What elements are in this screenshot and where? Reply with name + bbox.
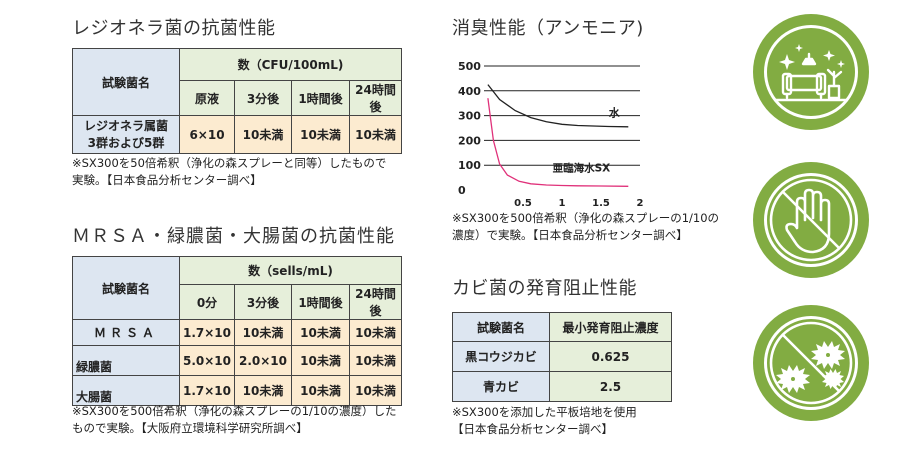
mold-note: ※SX300を添加した平板培地を使用 【日本食品分析センター調べ】 <box>452 404 637 438</box>
table-row: 黒コウジカビ 0.625 <box>452 341 672 372</box>
header-count: 数（CFU/100mL) <box>179 48 402 81</box>
y-tick-label: 0 <box>458 184 466 197</box>
row-name: 黒コウジカビ <box>452 341 550 372</box>
series-label: 水 <box>609 106 621 120</box>
cell-value: 1.7×10 <box>179 375 235 406</box>
living-room-glyph <box>773 44 849 102</box>
x-tick-label: 0.5 <box>514 198 532 209</box>
cell-value: 10未満 <box>349 115 402 154</box>
note-line: ※SX300を50倍希釈（浄化の森スプレーと同等）したもので <box>72 156 387 170</box>
row-name: ＭＲＳＡ <box>72 319 180 346</box>
note-line: もので実験。【大阪府立環境科学研究所調べ】 <box>72 421 308 435</box>
living-room-clean-icon <box>753 14 869 130</box>
header-concentration: 最小発育阻止濃度 <box>549 312 672 342</box>
row-name: 青カビ <box>452 371 550 402</box>
table-row: 緑膿菌 5.0×10 2.0×10 10未満 10未満 <box>72 345 402 376</box>
icon-ring <box>764 25 858 119</box>
cell-value: 10未満 <box>291 345 350 376</box>
note-line: 濃度）で実験。【日本食品分析センター調べ】 <box>452 228 688 242</box>
x-tick-label: 1 <box>559 198 566 209</box>
column-header: 3分後 <box>234 80 292 116</box>
header-bacteria: 試験菌名 <box>72 256 180 320</box>
x-tick-label: 1.5 <box>592 198 610 209</box>
note-line: 実験。【日本食品分析センター調べ】 <box>72 173 262 187</box>
row-name-line1: レジオネラ属菌 <box>83 118 168 133</box>
header-count: 数（sells/mL) <box>179 256 402 285</box>
cell-value: 10未満 <box>349 345 402 376</box>
mrsa-table: 試験菌名 数（sells/mL) 0分 3分後 1時間後 24時間後 ＭＲＳＡ … <box>72 256 402 406</box>
row-name: 大腸菌 <box>72 375 180 406</box>
mold-title: カビ菌の発育阻止性能 <box>452 278 637 299</box>
no-germs-icon <box>753 305 869 421</box>
header-bacteria: 試験菌名 <box>72 48 180 116</box>
cell-value: 10未満 <box>291 115 350 154</box>
series-label: 亜臨海水SX <box>553 161 611 174</box>
cell-value: 10未満 <box>234 115 292 154</box>
series-line <box>487 84 629 128</box>
cell-value: 5.0×10 <box>179 345 235 376</box>
column-header: 1時間後 <box>291 284 350 320</box>
mrsa-title: ＭＲＳＡ・緑膿菌・大腸菌の抗菌性能 <box>72 226 395 247</box>
table-row: レジオネラ属菌 3群および5群 6×10 10未満 10未満 10未満 <box>72 115 402 154</box>
cell-value: 2.5 <box>549 371 672 402</box>
cell-value: 10未満 <box>291 375 350 406</box>
mold-table: 試験菌名 最小発育阻止濃度 黒コウジカビ 0.625 青カビ 2.5 <box>452 312 672 402</box>
column-header: 原液 <box>179 80 235 116</box>
series-line <box>487 98 629 187</box>
icon-ring <box>764 173 858 267</box>
no-touch-hand-icon <box>753 162 869 278</box>
deodor-note: ※SX300を500倍希釈（浄化の森スプレーの1/10の 濃度）で実験。【日本食… <box>452 210 719 244</box>
cell-value: 0.625 <box>549 341 672 372</box>
cell-value: 10未満 <box>234 375 292 406</box>
column-header: 24時間後 <box>349 80 402 116</box>
table-row: 大腸菌 1.7×10 10未満 10未満 10未満 <box>72 375 402 406</box>
note-line: ※SX300を添加した平板培地を使用 <box>452 405 637 419</box>
note-line: 【日本食品分析センター調べ】 <box>452 422 613 436</box>
deodor-title: 消臭性能（アンモニア) <box>452 18 644 39</box>
header-bacteria: 試験菌名 <box>452 312 550 342</box>
note-line: ※SX300を500倍希釈（浄化の森スプレーの1/10の <box>452 211 720 225</box>
legionella-title: レジオネラ菌の抗菌性能 <box>72 18 276 39</box>
icon-ring <box>764 316 858 410</box>
row-name-line2: 3群および5群 <box>87 135 165 150</box>
cell-value: 10未満 <box>349 375 402 406</box>
cell-value: 2.0×10 <box>234 345 292 376</box>
y-tick-label: 400 <box>458 85 481 98</box>
row-name: 緑膿菌 <box>72 345 180 376</box>
row-name: レジオネラ属菌 3群および5群 <box>72 115 180 154</box>
cell-value: 6×10 <box>179 115 235 154</box>
y-tick-label: 200 <box>458 134 481 147</box>
cell-value: 10未満 <box>349 319 402 346</box>
mrsa-note: ※SX300を500倍希釈（浄化の森スプレーの1/10の濃度）した もので実験。… <box>72 403 397 437</box>
table-row: 青カビ 2.5 <box>452 371 672 402</box>
x-tick-label: 2 <box>637 198 644 209</box>
hand-glyph <box>769 178 853 262</box>
cell-value: 10未満 <box>291 319 350 346</box>
y-tick-label: 300 <box>458 110 481 123</box>
column-header: 0分 <box>179 284 235 320</box>
column-header: 24時間後 <box>349 284 402 320</box>
note-line: ※SX300を500倍希釈（浄化の森スプレーの1/10の濃度）した <box>72 404 397 418</box>
y-tick-label: 500 <box>458 60 481 73</box>
legionella-note: ※SX300を50倍希釈（浄化の森スプレーと同等）したもので 実験。【日本食品分… <box>72 155 386 189</box>
y-tick-label: 100 <box>458 159 481 172</box>
table-row: ＭＲＳＡ 1.7×10 10未満 10未満 10未満 <box>72 319 402 346</box>
germs-glyph <box>769 321 853 405</box>
column-header: 3分後 <box>234 284 292 320</box>
column-header: 1時間後 <box>291 80 350 116</box>
cell-value: 10未満 <box>234 319 292 346</box>
cell-value: 1.7×10 <box>179 319 235 346</box>
legionella-table: 試験菌名 数（CFU/100mL) 原液 3分後 1時間後 24時間後 レジオネ… <box>72 48 402 154</box>
